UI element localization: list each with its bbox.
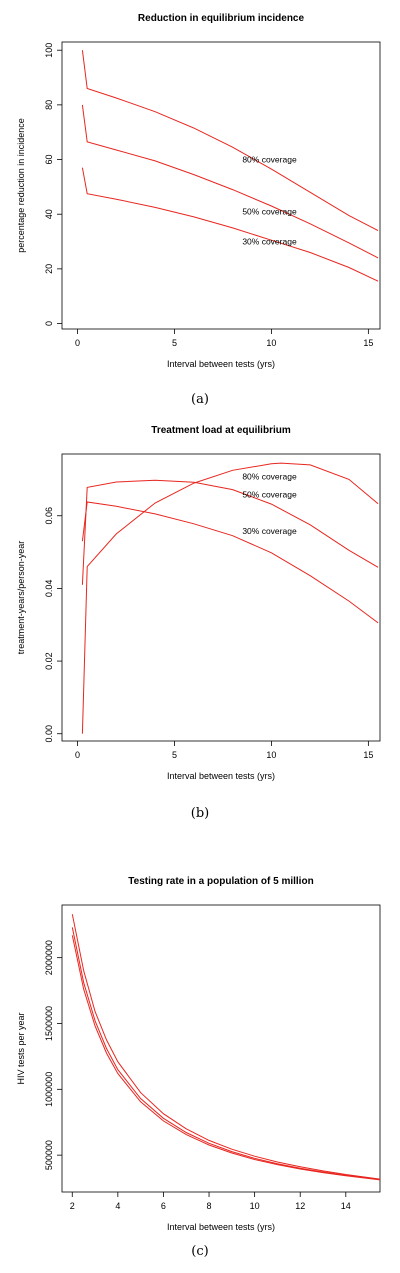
y-tick-label: 2000000 [44, 940, 54, 975]
series-label: 30% coverage [242, 237, 297, 247]
y-tick-label: 0.04 [44, 580, 54, 598]
y-tick-label: 0.02 [44, 652, 54, 670]
series-line-2 [71, 927, 381, 1180]
x-tick-label: 14 [341, 1201, 351, 1211]
y-tick-label: 20 [44, 264, 54, 274]
x-tick-label: 10 [250, 1201, 260, 1211]
y-axis-label: treatment-years/person-year [16, 541, 26, 655]
x-tick-label: 5 [172, 338, 177, 348]
x-tick-label: 10 [266, 750, 276, 760]
x-tick-label: 10 [266, 338, 276, 348]
series-label: 50% coverage [242, 206, 297, 216]
x-tick-label: 0 [75, 338, 80, 348]
x-tick-label: 12 [295, 1201, 305, 1211]
x-tick-label: 15 [363, 338, 373, 348]
y-tick-label: 1000000 [44, 1072, 54, 1107]
series-label: 50% coverage [242, 490, 297, 500]
series-line-3 [71, 935, 381, 1181]
x-tick-label: 2 [70, 1201, 75, 1211]
series-line-2 [81, 104, 379, 259]
y-tick-label: 0.06 [44, 507, 54, 525]
y-tick-label: 0 [44, 321, 54, 326]
x-tick-label: 4 [115, 1201, 120, 1211]
caption-b: (b) [190, 806, 210, 821]
series-label: 80% coverage [242, 155, 297, 165]
x-tick-label: 5 [172, 750, 177, 760]
caption-a: (a) [191, 392, 209, 407]
plot-frame [61, 904, 381, 1193]
series-line-1 [71, 914, 381, 1180]
y-axis-label: HIV tests per year [16, 1012, 26, 1084]
series-line-1 [81, 50, 379, 232]
chart-panel-b: Treatment load at equilibrium 0 5 10 15 0.00 0… [16, 425, 381, 781]
y-tick-label: 500000 [44, 1140, 54, 1170]
y-tick-label: 0.00 [44, 725, 54, 743]
y-tick-label: 1500000 [44, 1006, 54, 1041]
x-axis-label: Interval between tests (yrs) [167, 359, 275, 369]
series-label: 30% coverage [242, 526, 297, 536]
chart-panel-c: Testing rate in a population of 5 millio… [16, 876, 381, 1232]
series-line-3 [81, 501, 379, 624]
x-axis-label: Interval between tests (yrs) [167, 1222, 275, 1232]
x-axis-label: Interval between tests (yrs) [167, 771, 275, 781]
y-tick-label: 40 [44, 209, 54, 219]
y-axis-label: percentage reduction in incidence [16, 118, 26, 253]
chart-panel-a: Reduction in equilibrium incidence 0 5 10 15… [16, 13, 381, 369]
x-tick-label: 6 [161, 1201, 166, 1211]
chart-title: Treatment load at equilibrium [151, 425, 291, 436]
series-line-3 [81, 167, 379, 282]
chart-title: Reduction in equilibrium incidence [138, 13, 305, 24]
y-tick-label: 80 [44, 100, 54, 110]
series-label: 80% coverage [242, 472, 297, 482]
y-tick-label: 60 [44, 155, 54, 165]
chart-title: Testing rate in a population of 5 millio… [128, 876, 313, 887]
plot-frame [61, 41, 381, 330]
x-tick-label: 15 [363, 750, 373, 760]
caption-c: (c) [191, 1244, 209, 1259]
series-line-1 [81, 462, 379, 734]
plot-frame [61, 453, 381, 742]
x-tick-label: 8 [207, 1201, 212, 1211]
y-tick-label: 100 [44, 43, 54, 58]
x-tick-label: 0 [75, 750, 80, 760]
series-line-2 [81, 479, 379, 585]
